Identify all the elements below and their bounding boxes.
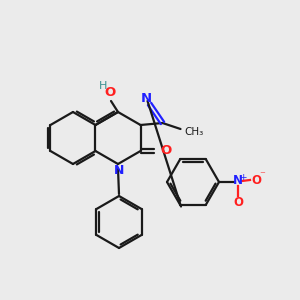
Text: N: N bbox=[141, 92, 152, 104]
Text: CH₃: CH₃ bbox=[184, 127, 204, 137]
Text: +: + bbox=[239, 172, 247, 182]
Text: H: H bbox=[99, 81, 107, 91]
Text: O: O bbox=[251, 173, 261, 187]
Text: O: O bbox=[160, 145, 172, 158]
Text: N: N bbox=[114, 164, 124, 178]
Text: N: N bbox=[233, 175, 243, 188]
Text: O: O bbox=[104, 86, 116, 100]
Text: O: O bbox=[233, 196, 243, 209]
Text: ⁻: ⁻ bbox=[259, 170, 265, 180]
